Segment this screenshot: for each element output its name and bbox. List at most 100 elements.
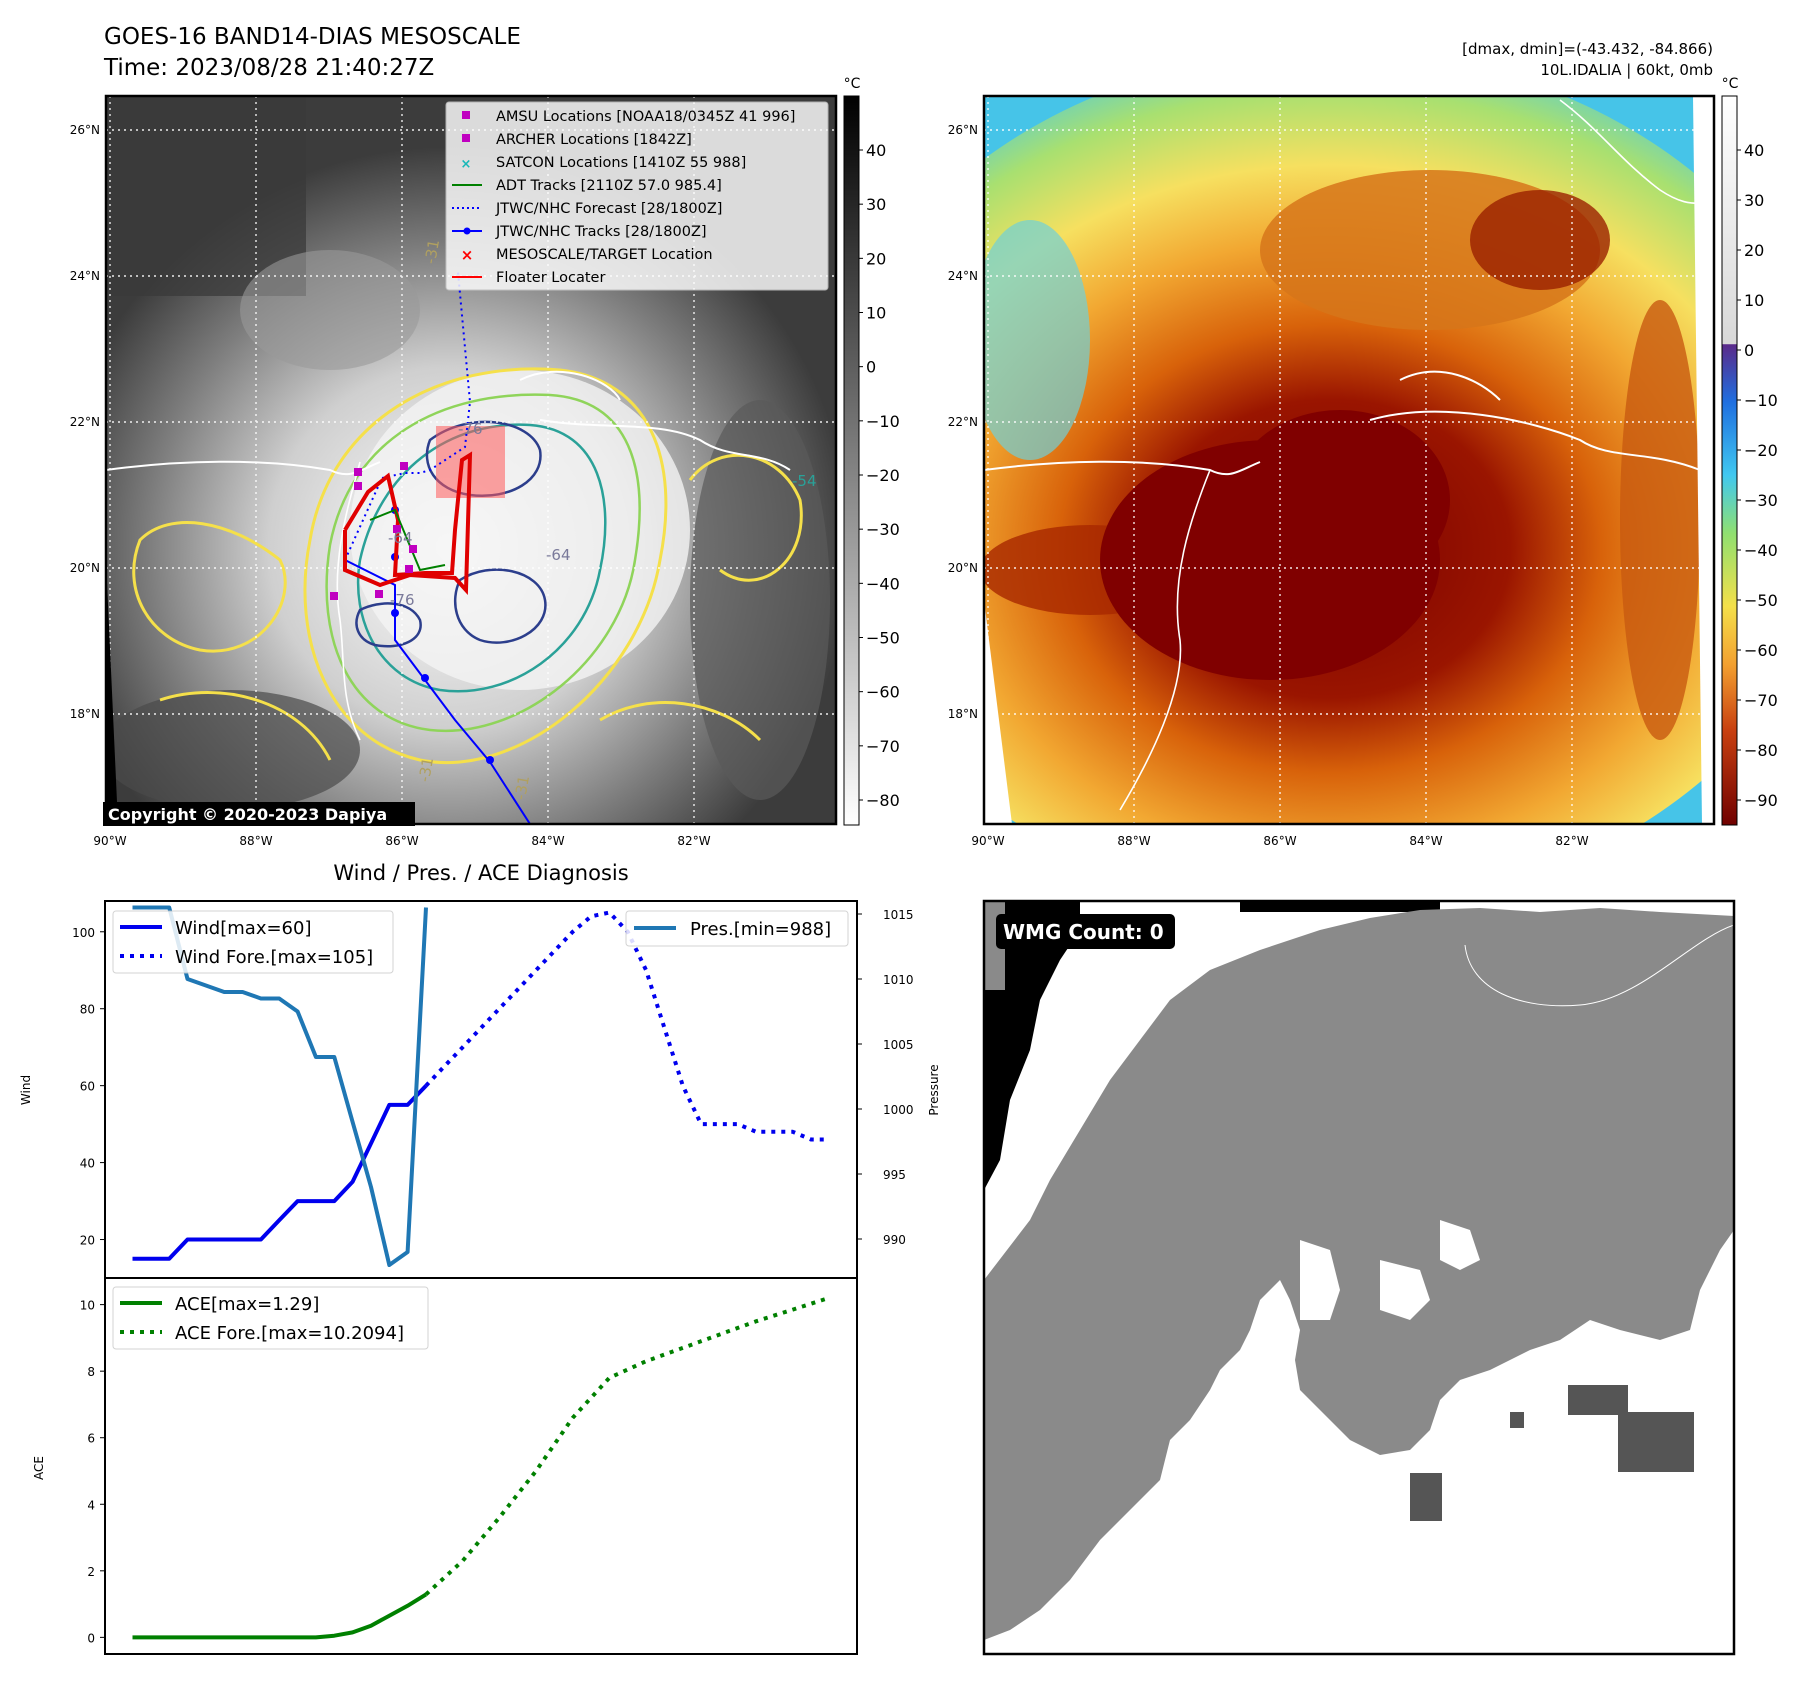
colorbar-tick-label: 30 xyxy=(1744,191,1764,210)
lat-label: 26°N xyxy=(70,123,100,137)
ace-tick-label: 8 xyxy=(87,1365,95,1379)
copyright-text: Copyright © 2020-2023 Dapiya xyxy=(108,805,387,824)
colorbar-tick-label: −40 xyxy=(866,574,900,593)
contour-label: -31 xyxy=(415,756,437,783)
lon-label: 84°W xyxy=(531,834,564,848)
ace-tick-label: 2 xyxy=(87,1565,95,1579)
lon-label: 86°W xyxy=(1263,834,1296,848)
colorbar-tick-label: −80 xyxy=(1744,741,1778,760)
colorbar-tick-label: −80 xyxy=(866,791,900,810)
lat-label: 18°N xyxy=(948,707,978,721)
lat-label: 22°N xyxy=(948,415,978,429)
wmg-count-label: WMG Count: 0 xyxy=(1003,920,1164,944)
ace-tick-label: 4 xyxy=(87,1498,95,1512)
legend-marker-target: × xyxy=(461,246,474,264)
legend-label: JTWC/NHC Tracks [28/1800Z] xyxy=(495,224,707,240)
wind-tick-label: 20 xyxy=(80,1234,95,1248)
colorbar-tick-label: 40 xyxy=(1744,141,1764,160)
legend-label: ADT Tracks [2110Z 57.0 985.4] xyxy=(496,178,722,194)
lon-label: 82°W xyxy=(677,834,710,848)
legend-label: MESOSCALE/TARGET Location xyxy=(496,247,713,263)
colorbar-tick-label: −50 xyxy=(1744,591,1778,610)
wind-axis-label: Wind xyxy=(19,1075,33,1105)
colorbar-tick-label: 10 xyxy=(1744,291,1764,310)
ir-map-panel: -76 -54 -64 -76 -64 -31 -31 -31 26°N 24°… xyxy=(70,76,900,848)
legend-label: Floater Locater xyxy=(496,270,605,286)
colorbar-tick-label: −30 xyxy=(866,520,900,539)
colorbar-tick-label: 0 xyxy=(866,358,876,377)
lon-label: 86°W xyxy=(385,834,418,848)
lat-label: 20°N xyxy=(70,561,100,575)
wind-tick-label: 80 xyxy=(80,1003,95,1017)
ir-colorbar: °C 40 30 20 10 0 −10 −20 −30 −40 −50 −60 −70 −80 xyxy=(843,76,900,826)
colorbar-tick-label: −60 xyxy=(1744,641,1778,660)
contour-label: -54 xyxy=(792,472,817,490)
colorbar-tick-label: −10 xyxy=(1744,391,1778,410)
colorbar-tick-label: 0 xyxy=(1744,341,1754,360)
legend-label: SATCON Locations [1410Z 55 988] xyxy=(496,155,746,171)
contour-label: -76 xyxy=(458,420,483,438)
colorbar-tick-label: −10 xyxy=(866,412,900,431)
enhanced-ir-panel: 26°N 24°N 22°N 20°N 18°N 90°W 88°W 86°W … xyxy=(948,76,1778,848)
lon-label: 88°W xyxy=(1117,834,1150,848)
wind-tick-label: 40 xyxy=(80,1157,95,1171)
pressure-tick-label: 995 xyxy=(883,1168,906,1182)
stats-line-1: [dmax, dmin]=(-43.432, -84.866) xyxy=(1462,40,1713,58)
ace-axis-label: ACE xyxy=(32,1456,46,1480)
copyright-badge xyxy=(103,802,415,826)
wind-pressure-chart: 20 40 60 80 100 990 995 1000 1005 1010 1015 Wind P… xyxy=(19,900,941,1279)
colorbar-tick-label: 20 xyxy=(1744,241,1764,260)
wmg-count-badge xyxy=(996,914,1175,949)
colorbar-tick-label: 20 xyxy=(866,249,886,268)
legend-marker-satcon: × xyxy=(461,157,472,172)
legend-label: Pres.[min=988] xyxy=(690,919,831,940)
pressure-axis-label: Pressure xyxy=(927,1064,941,1115)
chart-title: Wind / Pres. / ACE Diagnosis xyxy=(333,861,628,885)
colorbar-tick-label: −20 xyxy=(866,466,900,485)
colorbar-tick-label: −70 xyxy=(866,737,900,756)
colorbar-tick-label: −60 xyxy=(866,683,900,702)
lon-label: 82°W xyxy=(1555,834,1588,848)
lon-label: 84°W xyxy=(1409,834,1442,848)
pressure-legend: Pres.[min=988] xyxy=(625,910,849,947)
legend-label: Wind[max=60] xyxy=(175,918,312,939)
enhanced-colorbar: °C 40 30 20 10 0 −10 −20 −30 −40 −50 −60 −70 −80 −90 xyxy=(1721,76,1778,826)
lat-label: 26°N xyxy=(948,123,978,137)
pressure-tick-label: 990 xyxy=(883,1233,906,1247)
ace-tick-label: 10 xyxy=(80,1299,95,1313)
ace-tick-label: 0 xyxy=(87,1631,95,1645)
legend-label: ACE[max=1.29] xyxy=(175,1294,319,1315)
lon-label: 90°W xyxy=(93,834,126,848)
wind-legend: Wind[max=60] Wind Fore.[max=105] xyxy=(112,910,394,974)
lat-label: 22°N xyxy=(70,415,100,429)
lat-label: 24°N xyxy=(70,269,100,283)
ace-line xyxy=(132,1592,428,1640)
contour-label: -31 xyxy=(511,774,533,801)
colorbar-tick-label: −70 xyxy=(1744,691,1778,710)
stats-line-2: 10L.IDALIA | 60kt, 0mb xyxy=(1540,61,1713,79)
legend-label: Wind Fore.[max=105] xyxy=(175,947,373,968)
colorbar-tick-label: −20 xyxy=(1744,441,1778,460)
lon-label: 88°W xyxy=(239,834,272,848)
colorbar-tick-label: −50 xyxy=(866,629,900,648)
colorbar-unit: °C xyxy=(1722,76,1739,92)
wind-tick-label: 60 xyxy=(80,1080,95,1094)
lon-label: 90°W xyxy=(971,834,1004,848)
figure-title: GOES-16 BAND14-DIAS MESOSCALE xyxy=(104,24,521,50)
wind-tick-label: 100 xyxy=(72,926,95,940)
legend-label: JTWC/NHC Forecast [28/1800Z] xyxy=(495,201,722,217)
legend-label: ACE Fore.[max=10.2094] xyxy=(175,1323,404,1344)
lat-label: 18°N xyxy=(70,707,100,721)
ace-chart: 0 2 4 6 8 10 ACE ACE[max=1.29] ACE Fore.[max=… xyxy=(32,1277,858,1655)
pressure-tick-label: 1000 xyxy=(883,1103,914,1117)
contour-label: -64 xyxy=(546,546,571,564)
colorbar-tick-label: 10 xyxy=(866,304,886,323)
colorbar-tick-label: −30 xyxy=(1744,491,1778,510)
contour-label: -76 xyxy=(390,591,415,609)
contour-label: -31 xyxy=(421,238,443,265)
pressure-tick-label: 1005 xyxy=(883,1038,914,1052)
pressure-tick-label: 1010 xyxy=(883,973,914,987)
wind-line xyxy=(132,1084,428,1261)
lat-label: 20°N xyxy=(948,561,978,575)
